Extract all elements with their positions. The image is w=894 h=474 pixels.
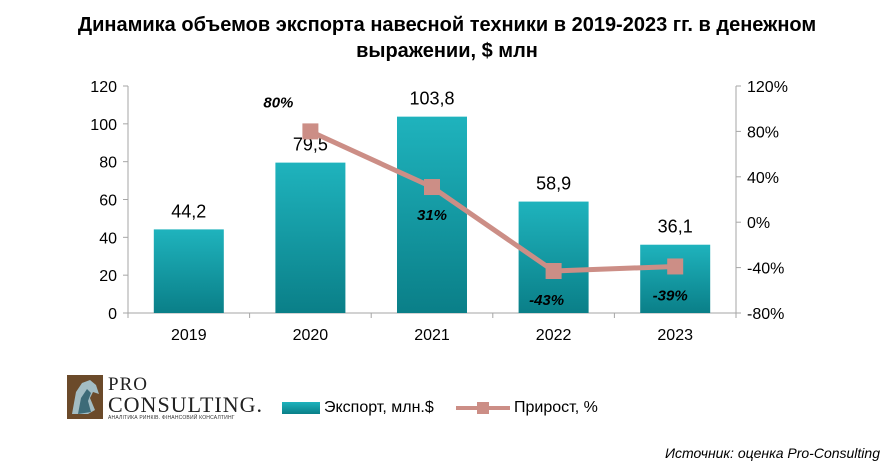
bar-data-label: 36,1	[658, 217, 693, 237]
bar-data-label: 44,2	[171, 201, 206, 221]
x-tick-label: 2019	[171, 327, 207, 344]
legend-label-growth: Прирост, %	[514, 399, 598, 416]
y-right-tick-label: 40%	[747, 170, 779, 187]
y-left-tick-label: 20	[99, 268, 117, 285]
legend-item-export: Экспорт, млн.$	[282, 398, 434, 418]
chart-title: Динамика объемов экспорта навесной техни…	[0, 12, 894, 64]
bar-export	[640, 244, 711, 313]
legend-item-growth: Прирост, %	[456, 398, 598, 418]
line-data-label: -43%	[529, 292, 564, 309]
logo-text-consulting: CONSULTING.	[108, 392, 264, 417]
legend-label-export: Экспорт, млн.$	[324, 399, 434, 416]
line-point-marker	[667, 258, 684, 275]
line-growth	[309, 129, 676, 274]
y-right-tick-label: 0%	[747, 215, 770, 232]
horse-emblem-icon	[67, 375, 103, 419]
x-tick-label: 2023	[657, 327, 693, 344]
logo-tagline: АНАЛІТИКА РИНКІВ. ФІНАНСОВИЙ КОНСАЛТИНГ	[108, 415, 235, 421]
y-left-tick-label: 120	[90, 79, 117, 96]
legend-line-swatch	[456, 402, 510, 414]
bar-data-label: 79,5	[293, 135, 328, 155]
bar-export	[275, 162, 346, 313]
y-left-tick-label: 80	[99, 155, 117, 172]
x-tick-label: 2020	[293, 327, 329, 344]
chart-title-line-1: Динамика объемов экспорта навесной техни…	[77, 14, 817, 36]
line-data-label: 31%	[417, 207, 447, 224]
legend-bar-swatch	[282, 402, 320, 414]
line-data-label: 80%	[263, 94, 293, 111]
bar-data-label: 103,8	[409, 89, 454, 109]
y-right-tick-label: -40%	[747, 261, 784, 278]
y-right-tick-label: -80%	[747, 306, 784, 323]
x-tick-label: 2022	[536, 327, 572, 344]
y-left-tick-label: 60	[99, 193, 117, 210]
y-left-tick-label: 0	[108, 306, 117, 323]
line-point-marker	[424, 179, 440, 196]
source-note: Источник: оценка Pro-Consulting	[665, 445, 880, 461]
y-left-tick-label: 100	[90, 117, 117, 134]
y-right-tick-label: 120%	[747, 79, 788, 96]
line-point-marker	[545, 263, 562, 280]
pro-consulting-logo: PRO CONSULTING. АНАЛІТИКА РИНКІВ. ФІНАНС…	[66, 374, 262, 422]
line-data-label: -39%	[653, 287, 688, 304]
y-right-tick-label: 80%	[747, 124, 779, 141]
y-left-tick-label: 40	[99, 230, 117, 247]
x-tick-label: 2021	[414, 327, 450, 344]
line-point-marker	[302, 123, 319, 140]
bar-data-label: 58,9	[536, 174, 571, 194]
logo-text-pro: PRO	[108, 374, 148, 395]
bar-export	[397, 116, 467, 314]
chart-title-line-2: выражении, $ млн	[356, 40, 538, 62]
bar-export	[153, 229, 224, 313]
